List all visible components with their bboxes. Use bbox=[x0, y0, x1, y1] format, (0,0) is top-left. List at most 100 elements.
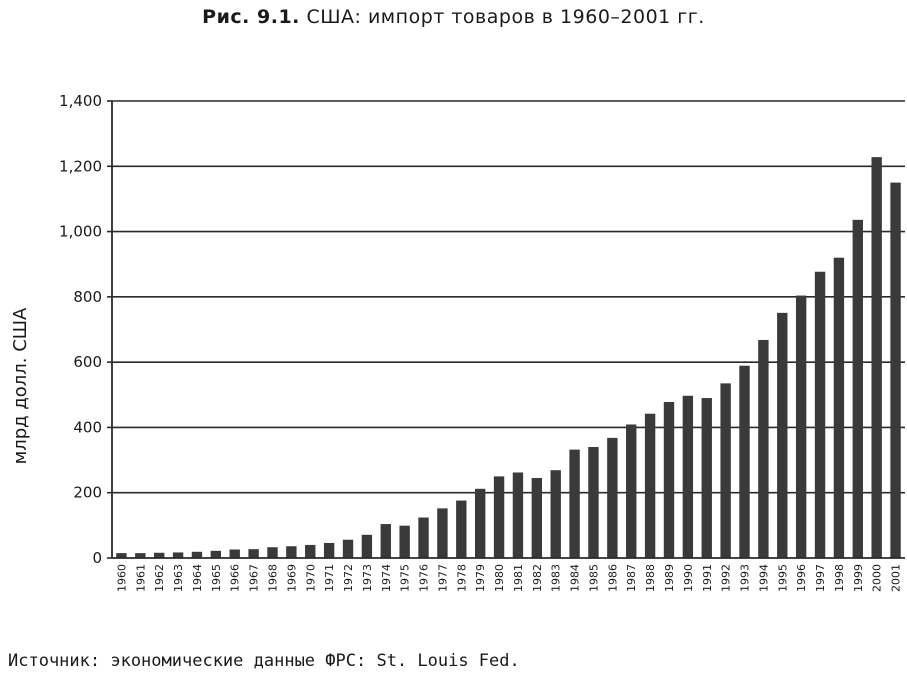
bar bbox=[172, 552, 184, 558]
x-tick-label: 1982 bbox=[531, 564, 544, 592]
bar bbox=[493, 476, 505, 558]
bar bbox=[380, 524, 391, 558]
x-tick-label: 1970 bbox=[304, 564, 317, 592]
bar bbox=[267, 547, 278, 558]
x-tick-label: 2001 bbox=[890, 564, 903, 592]
bar bbox=[701, 398, 712, 558]
bar bbox=[720, 383, 731, 558]
bar bbox=[229, 549, 240, 558]
x-tick-label: 1977 bbox=[436, 564, 449, 592]
x-tick-label: 1967 bbox=[248, 564, 261, 592]
x-tick-label: 1966 bbox=[229, 564, 242, 592]
x-tick-label: 2000 bbox=[871, 564, 884, 592]
bar bbox=[814, 271, 826, 558]
bar bbox=[890, 182, 901, 558]
x-tick-label: 1984 bbox=[569, 564, 582, 592]
x-tick-label: 1974 bbox=[380, 564, 393, 592]
bar bbox=[248, 549, 259, 558]
y-tick-label: 1,200 bbox=[59, 157, 102, 175]
y-tick-label: 400 bbox=[73, 418, 102, 436]
x-tick-label: 1980 bbox=[493, 564, 506, 592]
x-tick-label: 1999 bbox=[852, 564, 865, 592]
x-tick-label: 1985 bbox=[587, 564, 600, 592]
x-tick-label: 1998 bbox=[833, 564, 846, 592]
bar bbox=[569, 449, 580, 558]
x-tick-label: 1978 bbox=[455, 564, 468, 592]
bar bbox=[286, 546, 297, 558]
y-tick-label: 1,000 bbox=[59, 223, 102, 241]
x-tick-label: 1991 bbox=[701, 564, 714, 592]
bar bbox=[739, 365, 750, 558]
bar bbox=[644, 413, 656, 558]
bar bbox=[474, 488, 486, 558]
x-tick-label: 1965 bbox=[210, 564, 223, 592]
x-tick-label: 1979 bbox=[474, 564, 487, 592]
bar bbox=[833, 257, 845, 558]
x-tick-label: 1961 bbox=[134, 564, 147, 592]
x-tick-label: 1975 bbox=[399, 564, 412, 592]
figure-number: Рис. 9.1. bbox=[202, 6, 300, 28]
x-tick-label: 1990 bbox=[682, 564, 695, 592]
bar bbox=[871, 157, 882, 558]
x-tick-label: 1971 bbox=[323, 564, 336, 592]
x-tick-label: 1992 bbox=[720, 564, 733, 592]
x-tick-label: 1964 bbox=[191, 564, 204, 592]
x-tick-label: 1986 bbox=[606, 564, 619, 592]
y-tick-label: 600 bbox=[73, 353, 102, 371]
bar bbox=[191, 551, 203, 558]
bar bbox=[135, 553, 146, 558]
bar bbox=[116, 553, 127, 558]
x-tick-label: 1997 bbox=[814, 564, 827, 592]
gridlines bbox=[112, 100, 905, 494]
bar bbox=[550, 470, 561, 558]
y-tick-label: 0 bbox=[92, 549, 102, 567]
axes bbox=[107, 100, 905, 559]
bar bbox=[795, 295, 807, 558]
bar bbox=[852, 219, 863, 558]
bar bbox=[418, 517, 429, 558]
chart-title: Рис. 9.1. США: импорт товаров в 1960–200… bbox=[0, 6, 907, 28]
x-tick-label: 1969 bbox=[285, 564, 298, 592]
y-tick-label: 800 bbox=[73, 288, 102, 306]
bar bbox=[626, 424, 637, 558]
figure-caption: США: импорт товаров в 1960–2001 гг. bbox=[306, 6, 705, 28]
bar-chart: 0 200 400 600 800 1,000 1,200 1,400 1960 1961 1962… bbox=[10, 92, 905, 592]
x-tick-label: 1973 bbox=[361, 564, 374, 592]
bar bbox=[361, 534, 373, 558]
bar bbox=[682, 395, 694, 558]
bar bbox=[323, 542, 335, 558]
x-tick-label: 1960 bbox=[115, 564, 128, 592]
x-tick-label: 1989 bbox=[663, 564, 676, 592]
bar bbox=[607, 437, 618, 558]
y-tick-label: 1,400 bbox=[59, 92, 102, 110]
x-tick-label: 1988 bbox=[644, 564, 657, 592]
x-tick-label: 1996 bbox=[795, 564, 808, 592]
x-tick-label: 1993 bbox=[739, 564, 752, 592]
bar bbox=[456, 500, 467, 558]
y-tick-label: 200 bbox=[73, 484, 102, 502]
x-tick-label: 1963 bbox=[172, 564, 185, 592]
bar bbox=[777, 312, 788, 558]
bar bbox=[342, 539, 354, 558]
bar bbox=[305, 544, 316, 558]
x-tick-label: 1987 bbox=[625, 564, 638, 592]
x-tick-label: 1981 bbox=[512, 564, 525, 592]
tick-labels: 0 200 400 600 800 1,000 1,200 1,400 1960 1961 1962… bbox=[59, 92, 903, 592]
source-note: Источник: экономические данные ФРС: St. … bbox=[8, 651, 520, 671]
x-tick-label: 1983 bbox=[550, 564, 563, 592]
y-axis-label: млрд долл. США bbox=[10, 307, 31, 464]
bar bbox=[588, 447, 599, 558]
x-tick-label: 1976 bbox=[418, 564, 431, 592]
x-tick-label: 1994 bbox=[757, 564, 770, 592]
bar bbox=[210, 550, 222, 558]
x-tick-label: 1972 bbox=[342, 564, 355, 592]
x-tick-label: 1968 bbox=[266, 564, 279, 592]
bar bbox=[758, 339, 769, 558]
bar bbox=[512, 472, 524, 558]
bar bbox=[154, 552, 165, 558]
bar bbox=[531, 478, 543, 558]
x-tick-label: 1962 bbox=[153, 564, 166, 592]
bar bbox=[399, 525, 410, 558]
bars bbox=[116, 157, 901, 558]
x-tick-label: 1995 bbox=[776, 564, 789, 592]
